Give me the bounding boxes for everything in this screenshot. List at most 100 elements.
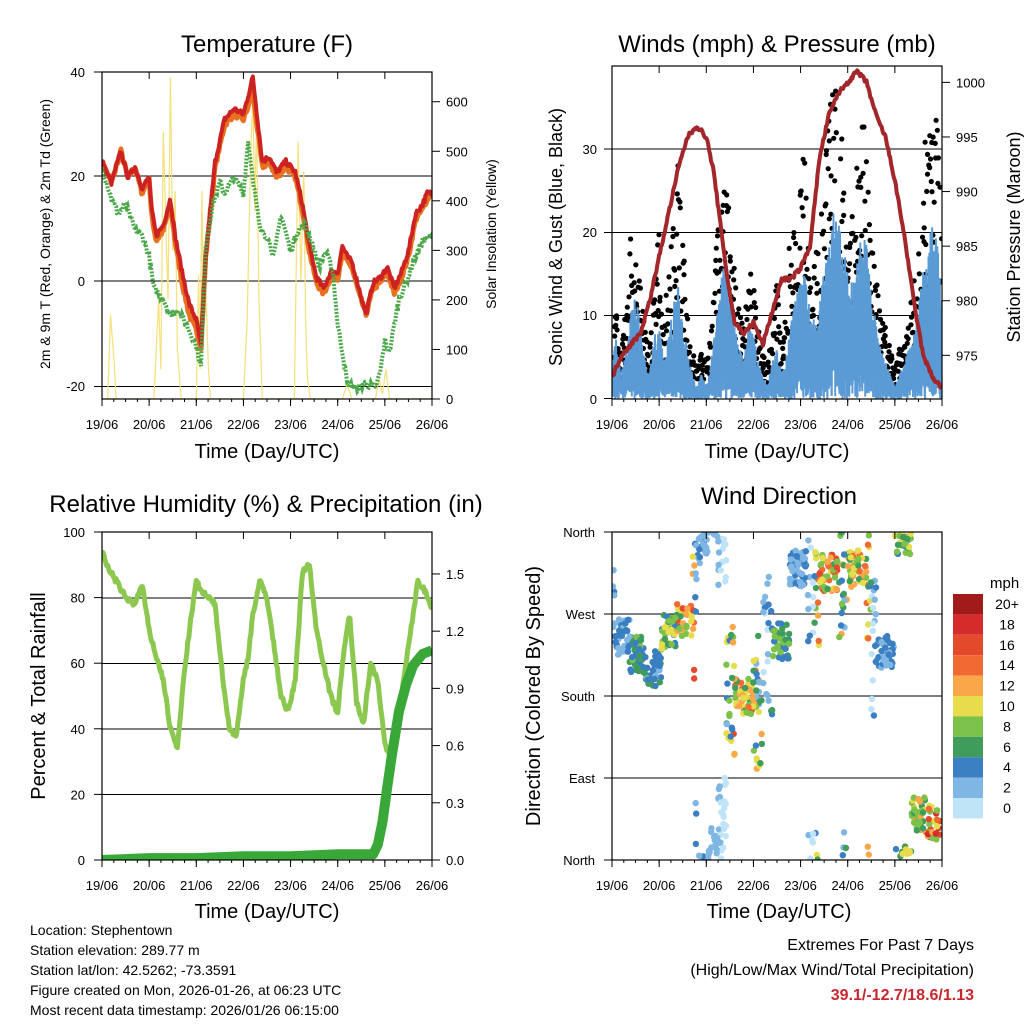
wind-direction-point <box>721 774 728 782</box>
wind-direction-point <box>731 750 738 758</box>
gust-point <box>863 159 870 165</box>
wind-direction-point <box>807 544 814 551</box>
gust-point <box>705 355 711 361</box>
wind-direction-point <box>815 637 822 645</box>
wind-direction-point <box>892 845 900 853</box>
gust-point <box>682 296 688 302</box>
gust-point <box>614 327 620 333</box>
wind-direction-xtick-label: 19/06 <box>596 878 629 893</box>
wind-direction-point <box>849 570 856 578</box>
wind-direction-point <box>871 642 879 650</box>
gust-point <box>735 311 741 317</box>
wind-direction-point <box>832 585 840 593</box>
gust-point <box>880 320 886 326</box>
wind-direction-point <box>753 687 760 694</box>
wind-direction-point <box>755 632 762 640</box>
gust-point <box>787 284 793 290</box>
gust-point <box>695 363 701 369</box>
wind-direction-point <box>729 639 737 646</box>
wind-direction-ytick-label: North <box>563 525 595 540</box>
wind-direction-point <box>847 554 854 561</box>
gust-point <box>652 297 658 303</box>
gust-point <box>929 189 935 195</box>
gust-point <box>928 178 934 185</box>
gust-point <box>847 261 853 267</box>
speed-legend-swatch <box>953 798 983 819</box>
wind-direction-point <box>745 703 752 711</box>
speed-legend-label: 8 <box>1003 718 1011 734</box>
wind-direction-point <box>665 629 672 636</box>
gust-point <box>642 329 648 335</box>
wind-direction-point <box>804 591 812 599</box>
wind-direction-point <box>690 666 698 674</box>
winds-ylabel: Sonic Wind & Gust (Blue, Black) <box>546 108 566 366</box>
wind-direction-point <box>684 605 691 612</box>
winds-y2tick-label: 990 <box>956 185 978 200</box>
wind-direction-point <box>764 651 772 658</box>
gust-point <box>823 148 830 154</box>
gust-point <box>814 281 820 287</box>
humidity-xtick-label: 21/06 <box>180 878 213 893</box>
humidity-title: Relative Humidity (%) & Precipitation (i… <box>49 491 482 518</box>
wind-direction-point <box>925 816 932 823</box>
gust-point <box>927 165 933 171</box>
wind-direction-point <box>717 855 725 860</box>
gust-point <box>717 257 723 263</box>
gust-point <box>810 312 817 319</box>
gust-point <box>859 233 865 239</box>
wind-direction-point <box>882 656 889 663</box>
gust-point <box>823 201 829 207</box>
gust-point <box>930 134 936 140</box>
winds-xtick-label: 21/06 <box>690 417 723 432</box>
gust-point <box>655 307 661 314</box>
wind-direction-point <box>729 623 736 631</box>
wind-direction-point <box>842 844 850 852</box>
wind-direction-point <box>805 537 812 544</box>
gust-point <box>807 289 813 295</box>
extremes-values: 39.1/-12.7/18.6/1.13 <box>830 987 974 1004</box>
wind-direction-point <box>696 546 703 553</box>
wind-direction-point <box>636 645 643 653</box>
gust-point <box>856 178 862 184</box>
wind-direction-point <box>771 633 778 640</box>
temperature-ylabel: 2m & 9m T (Red, Orange) & 2m Td (Green) <box>37 99 53 369</box>
wind-direction-point <box>771 638 778 645</box>
gust-point <box>916 251 922 257</box>
wind-direction-point <box>758 740 766 748</box>
gust-point <box>939 236 942 242</box>
wind-direction-ytick-label: West <box>566 607 596 622</box>
gust-point <box>861 124 867 130</box>
wind-direction-point <box>814 856 821 860</box>
wind-direction-point <box>856 567 863 575</box>
wind-direction-point <box>785 630 793 638</box>
wind-direction-point <box>683 624 690 631</box>
wind-direction-point <box>811 573 818 580</box>
temperature-xtick-label: 20/06 <box>133 417 166 432</box>
wind-direction-point <box>655 659 662 667</box>
gust-point <box>895 368 901 374</box>
gust-point <box>663 292 669 298</box>
temperature-ytick-20: 20 <box>71 169 85 184</box>
speed-legend-swatch <box>953 594 983 615</box>
wind-direction-point <box>682 630 690 637</box>
gust-point <box>713 257 719 263</box>
humidity-right-y-ticks: 0.0 0.3 0.6 0.9 1.2 1.5 <box>432 567 464 868</box>
gust-point <box>727 258 733 264</box>
wind-direction-point <box>814 599 822 606</box>
speed-legend-swatch <box>953 696 983 717</box>
gust-point <box>777 330 783 336</box>
wind-direction-point <box>921 794 928 801</box>
wind-direction-point <box>869 627 876 634</box>
temperature-y-ticks: 40 20 0 -20 <box>66 65 102 394</box>
gust-point <box>862 198 868 204</box>
gust-point <box>628 273 635 279</box>
wind-direction-point <box>878 638 885 646</box>
wind-direction-point <box>868 706 875 713</box>
wind-direction-ytick-label: South <box>561 689 595 704</box>
speed-legend-swatch <box>953 675 983 696</box>
winds-xtick-label: 23/06 <box>784 417 817 432</box>
wind-direction-point <box>730 662 738 670</box>
wind-direction-point <box>872 611 879 618</box>
gust-point <box>654 281 660 287</box>
gust-point <box>924 151 931 157</box>
